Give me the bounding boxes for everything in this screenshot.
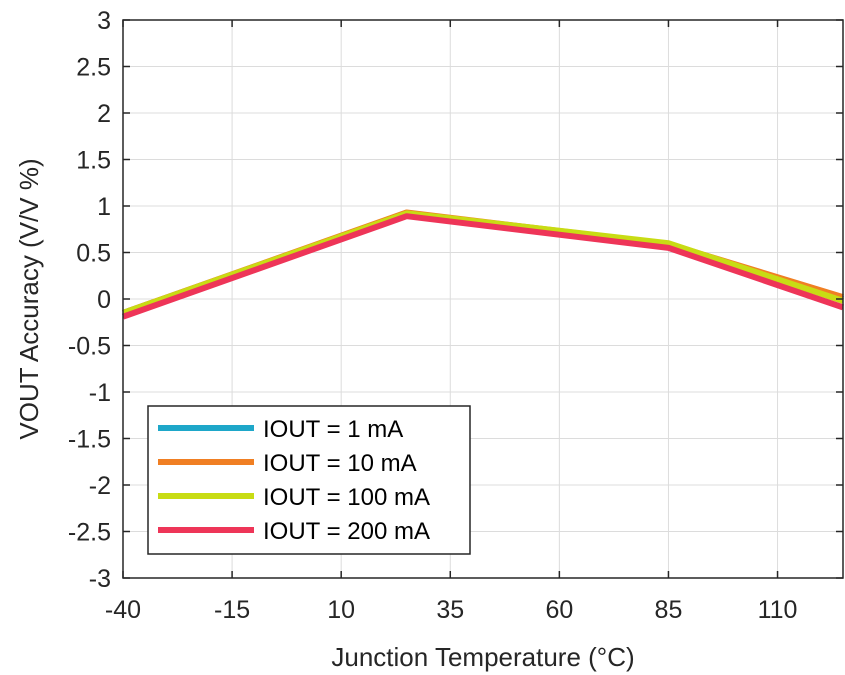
y-tick-label: 1.5 [76, 147, 111, 175]
series-lines [121, 209, 844, 320]
y-tick-label: 2.5 [76, 54, 111, 82]
x-tick-label: 10 [327, 596, 355, 624]
legend: IOUT = 1 mA IOUT = 10 mA IOUT = 100 mA IOUT… [147, 405, 471, 555]
series-line-3 [122, 210, 844, 316]
x-axis-label: Junction Temperature (°C) [331, 642, 634, 672]
x-tick-label: 60 [545, 596, 573, 624]
tick-labels: -40 -15 10 35 60 85 110 -3 -2.5 -2 -1.5 -1 -0.5 0 0.5 1… [68, 7, 798, 624]
y-tick-label: -2.5 [68, 519, 111, 547]
x-tick-label: 35 [436, 596, 464, 624]
y-tick-label: -1.5 [68, 426, 111, 454]
legend-label: IOUT = 200 mA [263, 518, 430, 545]
x-tick-label: -15 [214, 596, 250, 624]
legend-label: IOUT = 1 mA [263, 416, 403, 443]
y-tick-label: 2 [97, 100, 111, 128]
legend-label: IOUT = 100 mA [263, 484, 430, 511]
y-tick-label: -3 [89, 565, 111, 593]
y-tick-label: 1 [97, 193, 111, 221]
y-tick-label: 0 [97, 286, 111, 314]
y-tick-label: -2 [89, 472, 111, 500]
series-line-4 [121, 213, 844, 320]
y-tick-label: -1 [89, 379, 111, 407]
ticks [122, 19, 843, 579]
y-tick-label: 3 [97, 7, 111, 35]
x-tick-label: -40 [105, 596, 141, 624]
y-axis-label: VOUT Accuracy (V/V %) [14, 158, 44, 439]
x-tick-label: 110 [758, 596, 798, 624]
y-tick-label: 0.5 [76, 240, 111, 268]
y-tick-label: -0.5 [68, 333, 111, 361]
x-tick-label: 85 [655, 596, 683, 624]
legend-label: IOUT = 10 mA [263, 450, 417, 477]
